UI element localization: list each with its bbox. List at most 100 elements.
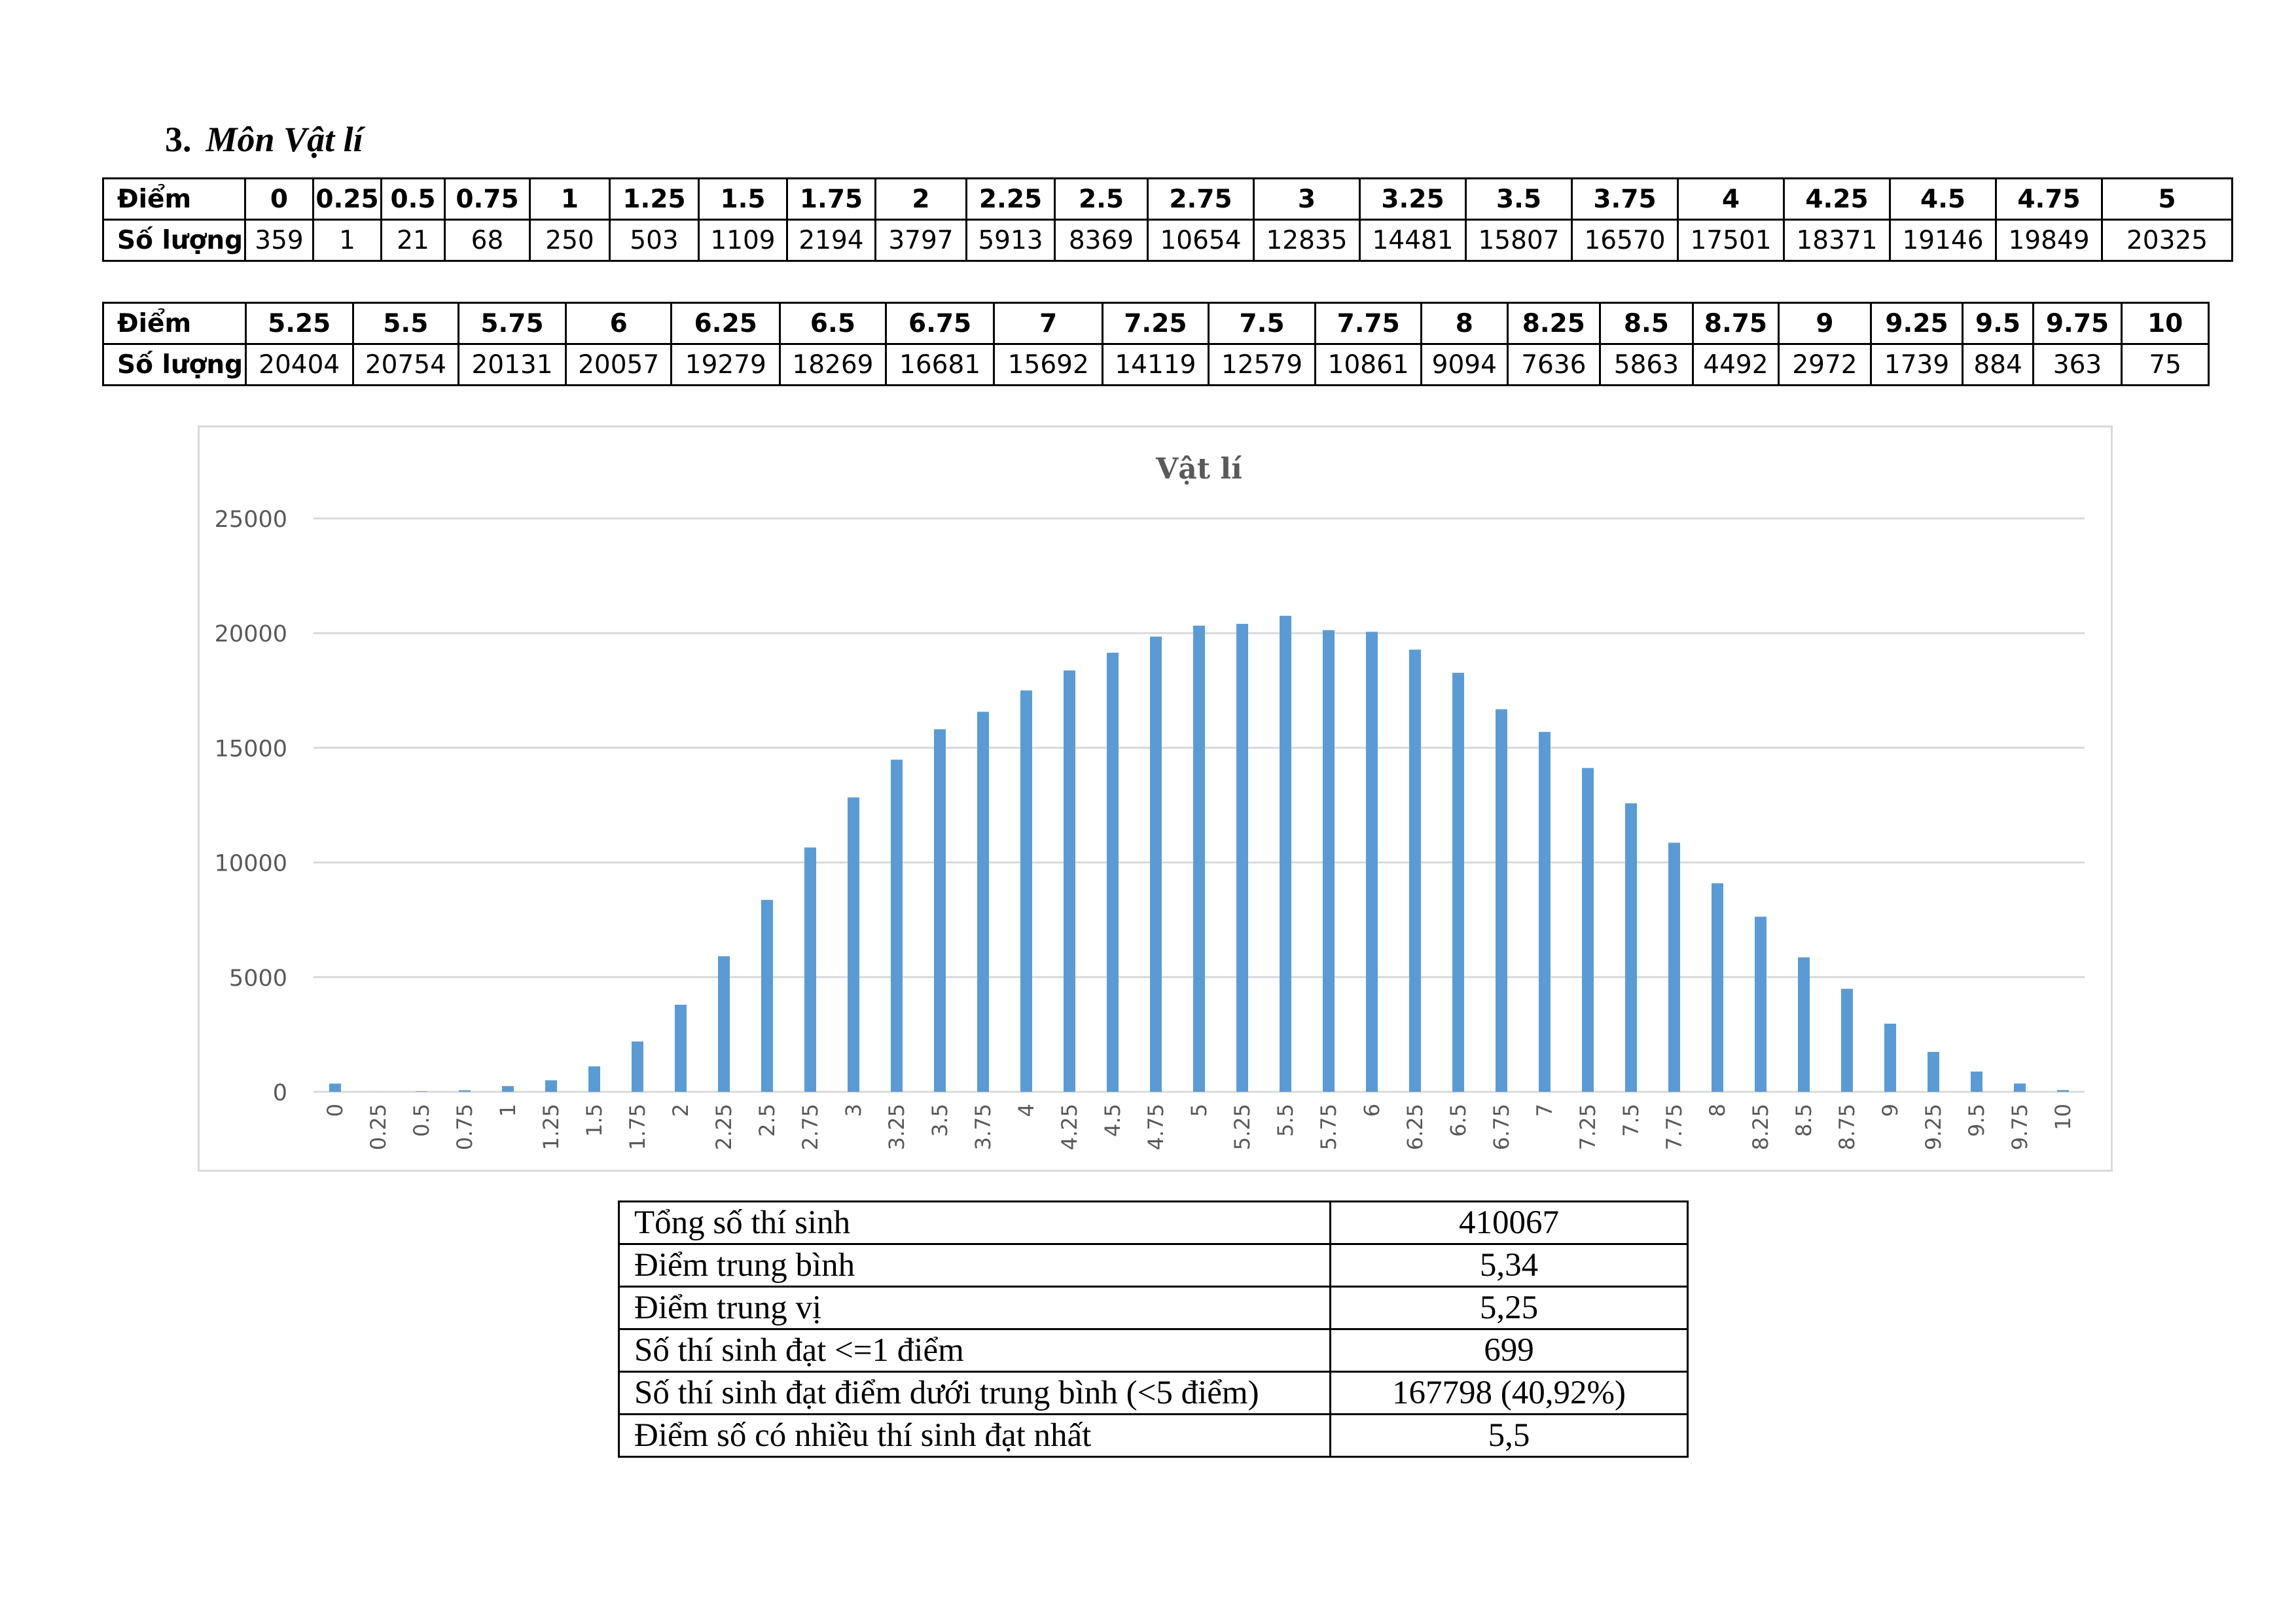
count-cell: 20325	[2101, 219, 2233, 262]
score-cell: 5.25	[244, 302, 354, 345]
score-cell: 9.5	[1962, 302, 2034, 345]
score-cell: 2.25	[965, 177, 1056, 221]
x-tick-label: 3.5	[927, 1104, 952, 1137]
summary-row: Số thí sinh đạt <=1 điểm 699	[618, 1328, 1689, 1373]
count-cell: 363	[2032, 343, 2123, 386]
score-cell: 6.25	[670, 302, 781, 345]
score-cell: 10	[2121, 302, 2210, 345]
count-cell: 10861	[1314, 343, 1423, 386]
section-title: Môn Vật lí	[206, 120, 363, 159]
count-cell: 16681	[884, 343, 996, 386]
count-cell: 9094	[1420, 343, 1509, 386]
x-tick-label: 5.25	[1230, 1104, 1255, 1150]
x-tick-label: 3	[841, 1104, 866, 1117]
summary-row: Điểm trung bình 5,34	[618, 1243, 1689, 1288]
x-tick-label: 0.75	[452, 1104, 477, 1150]
bar	[1712, 883, 1723, 1092]
x-tick-label: 3.75	[971, 1104, 996, 1150]
bar	[761, 899, 773, 1092]
bar	[1236, 624, 1248, 1092]
bar	[2057, 1090, 2069, 1092]
score-cell: 9.75	[2032, 302, 2123, 345]
summary-row: Số thí sinh đạt điểm dưới trung bình (<5…	[618, 1371, 1689, 1415]
bar	[804, 847, 816, 1092]
bar	[1020, 690, 1032, 1092]
x-tick-label: 4.5	[1100, 1104, 1125, 1137]
bar	[977, 712, 989, 1092]
score-table-part1: Điểm 0 0.25 0.5 0.75 1 1.25 1.5 1.75 2 2.25 2.5 2.7…	[102, 177, 2233, 262]
bar	[1107, 653, 1119, 1092]
summary-row: Tổng số thí sinh 410067	[618, 1200, 1689, 1245]
count-cell: 359	[244, 219, 314, 262]
chart-title: Vật lí	[1155, 452, 1242, 486]
bar	[1625, 803, 1637, 1092]
score-cell: 3.25	[1359, 177, 1467, 221]
score-cell: 7.75	[1314, 302, 1423, 345]
x-tick-label: 6	[1359, 1104, 1384, 1117]
count-cell: 1109	[698, 219, 788, 262]
count-cell: 503	[609, 219, 700, 262]
bar	[934, 729, 946, 1092]
count-cell: 1	[312, 219, 382, 262]
count-cell: 15692	[993, 343, 1104, 386]
x-tick-label: 5.75	[1316, 1104, 1341, 1150]
count-cell: 17501	[1677, 219, 1785, 262]
count-cell: 12579	[1207, 343, 1317, 386]
score-cell: 8	[1420, 302, 1509, 345]
summary-value: 5,25	[1329, 1286, 1689, 1330]
x-tick-label: 7	[1532, 1104, 1557, 1117]
score-row-label: Điểm	[102, 302, 247, 345]
bar	[1452, 672, 1464, 1092]
x-tick-label: 9.25	[1921, 1104, 1946, 1150]
bar	[1971, 1072, 1982, 1092]
x-tick-label: 2.25	[711, 1104, 736, 1150]
summary-value: 699	[1329, 1328, 1689, 1373]
summary-row: Điểm trung vị 5,25	[618, 1286, 1689, 1330]
count-cell: 16570	[1571, 219, 1679, 262]
count-row-label: Số lượng	[102, 343, 247, 386]
bar	[718, 956, 730, 1092]
count-row-label: Số lượng	[102, 219, 246, 262]
summary-label: Số thí sinh đạt <=1 điểm	[618, 1328, 1331, 1373]
count-cell: 10654	[1147, 219, 1255, 262]
score-cell: 7	[993, 302, 1104, 345]
bar	[1409, 649, 1421, 1092]
summary-value: 410067	[1329, 1200, 1689, 1245]
y-tick-label: 20000	[215, 621, 287, 647]
bar	[2014, 1083, 2026, 1092]
score-cell: 5.5	[351, 302, 460, 345]
y-tick-label: 15000	[215, 736, 287, 762]
x-tick-label: 6.5	[1446, 1104, 1471, 1137]
score-cell: 5.75	[457, 302, 567, 345]
score-cell: 6.75	[884, 302, 996, 345]
bar	[632, 1041, 643, 1092]
score-cell: 4.5	[1889, 177, 1997, 221]
x-tick-label: 1	[495, 1104, 520, 1117]
count-cell: 12835	[1253, 219, 1361, 262]
x-tick-label: 1.5	[582, 1104, 607, 1137]
bar	[1755, 916, 1767, 1092]
bar	[1582, 768, 1594, 1092]
x-tick-label: 4.75	[1143, 1104, 1168, 1150]
bar	[1366, 632, 1378, 1092]
bar	[1064, 670, 1075, 1092]
x-tick-label: 2.75	[798, 1104, 823, 1150]
x-tick-label: 0.5	[409, 1104, 434, 1137]
y-tick-label: 25000	[215, 507, 287, 533]
score-cell: 1.75	[786, 177, 876, 221]
count-cell: 4492	[1691, 343, 1780, 386]
summary-value: 167798 (40,92%)	[1329, 1371, 1689, 1415]
count-cell: 21	[380, 219, 446, 262]
count-cell: 20057	[564, 343, 673, 386]
score-cell: 9	[1778, 302, 1872, 345]
score-table-part2: Điểm 5.25 5.5 5.75 6 6.25 6.5 6.75 7 7.25 7.5 7.75…	[102, 302, 2210, 386]
x-tick-label: 9.5	[1964, 1104, 1989, 1137]
bar	[588, 1066, 600, 1092]
x-tick-label: 2.5	[755, 1104, 780, 1137]
summary-table: Tổng số thí sinh 410067 Điểm trung bình 5,3…	[618, 1200, 1689, 1458]
x-tick-label: 6.75	[1489, 1104, 1514, 1150]
bar	[1323, 630, 1335, 1092]
count-cell: 1739	[1869, 343, 1964, 386]
score-cell: 0	[244, 177, 314, 221]
bar	[1539, 732, 1551, 1092]
